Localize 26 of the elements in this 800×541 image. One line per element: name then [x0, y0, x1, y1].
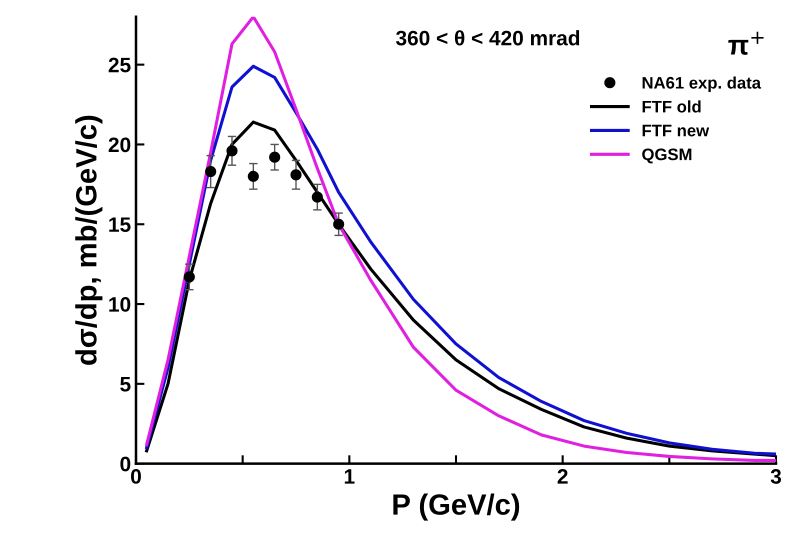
- x-tick-label: 3: [770, 469, 782, 484]
- point: [269, 152, 280, 163]
- y-tick-label: 20: [108, 137, 130, 152]
- y-tick-label: 10: [109, 297, 130, 312]
- point: [184, 271, 195, 282]
- point: [333, 218, 344, 230]
- y-tick-label: 5: [120, 377, 131, 392]
- legend-label: FTF new: [642, 124, 710, 136]
- point: [205, 166, 216, 178]
- y-tick-label: 25: [108, 58, 131, 72]
- y-axis-title: dσ/dp, mb/(GeV/c): [75, 116, 102, 365]
- point: [312, 192, 323, 203]
- legend-label: FTF old: [642, 100, 701, 113]
- legend-label: NA61 exp. data: [642, 76, 762, 92]
- x-axis-title: P (GeV/c): [393, 493, 520, 521]
- legend-label: QGSM: [642, 148, 692, 164]
- x-tick-label: 2: [558, 469, 568, 484]
- annotation: π$^{+}$: [728, 32, 764, 55]
- point: [248, 170, 259, 182]
- point: [290, 169, 302, 180]
- point: [226, 145, 238, 156]
- y-tick-label: 15: [109, 217, 131, 232]
- x-tick-label: 1: [344, 469, 355, 484]
- annotation: 360 < θ < 420 mrad: [396, 30, 580, 46]
- x-tick-label: 0: [131, 469, 141, 484]
- y-tick-label: 0: [120, 456, 130, 472]
